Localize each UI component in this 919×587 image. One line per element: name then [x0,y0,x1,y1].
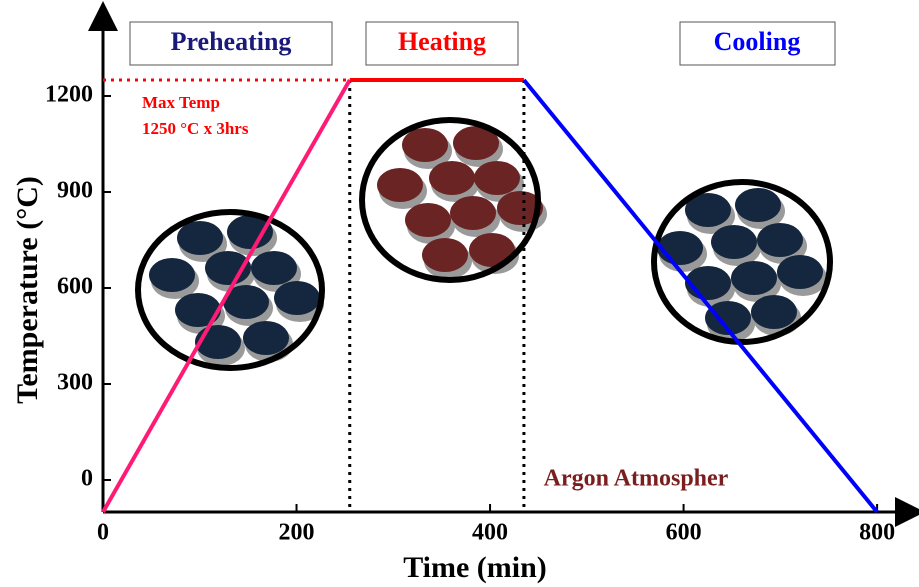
pellet [731,261,777,295]
annotation: Argon Atmospher [544,466,729,492]
x-tick-label: 600 [666,520,702,546]
x-tick-label: 400 [472,520,508,546]
pellet [429,161,475,195]
x-axis-label: Time (min) [403,551,547,584]
pellet [274,281,320,315]
pellet [177,221,223,255]
pellet [657,231,703,265]
pellet-illustrations [138,120,830,368]
y-tick-label: 300 [57,370,93,396]
pellet [735,188,781,222]
pellet [474,161,520,195]
y-axis-label: Temperature (°C) [11,176,44,404]
pellet [777,255,823,289]
x-tick-label: 0 [97,520,109,546]
y-tick-label: 600 [57,274,93,300]
x-tick-label: 800 [859,520,895,546]
phase-label: Cooling [714,27,801,56]
pellet [175,293,221,327]
y-tick-label: 0 [81,466,93,492]
pellet [450,196,496,230]
chart: Preheating Heating Cooling Max Temp 1250… [0,0,919,587]
x-tick-label: 200 [279,520,315,546]
pellet [243,321,289,355]
y-tick-label: 900 [57,178,93,204]
annotation: 1250 °C x 3hrs [142,119,249,138]
phase-label: Heating [398,27,486,56]
pellet [251,251,297,285]
pellet [751,295,797,329]
pellet [402,128,448,162]
pellet [405,203,451,237]
phase-label: Preheating [171,27,292,56]
annotation: Max Temp [142,93,220,112]
pellet [422,238,468,272]
pellet [757,223,803,257]
pellet [377,168,423,202]
pellet [149,258,195,292]
pellet [711,225,757,259]
y-tick-label: 1200 [45,82,93,108]
